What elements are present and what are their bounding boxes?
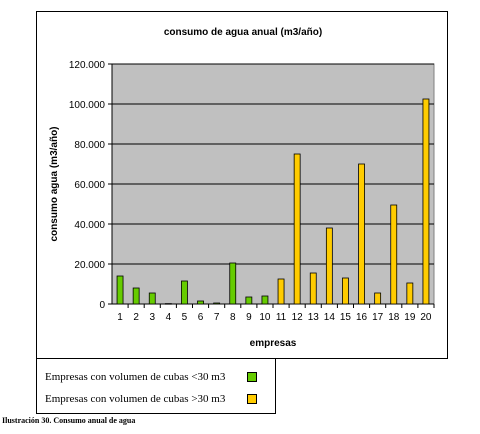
bar [197,300,204,305]
bar [358,163,365,305]
bar [116,275,124,305]
x-tick-label: 11 [276,312,287,323]
bar [342,277,349,305]
bar-chart: 0 20.000 40.000 60.000 80.000 100.000 120.000 1… [49,27,435,349]
bar [390,204,398,305]
chart-frame: 0 20.000 40.000 60.000 80.000 100.000 120.000 1… [36,11,448,359]
bar [245,296,253,305]
y-tick-label: 100.000 [69,100,106,111]
bar [277,278,285,305]
bar [293,153,301,305]
y-tick-label: 60.000 [74,180,105,191]
y-tick-label: 80.000 [74,140,105,151]
legend-swatch-lt30 [247,372,257,382]
x-tick-label: 6 [198,312,204,323]
bar [261,295,269,305]
chart-title: consumo de agua anual (m3/año) [164,27,322,38]
x-tick-label: 3 [149,312,155,323]
x-tick-label: 7 [214,312,220,323]
bar [406,282,414,305]
x-tick-label: 16 [356,312,368,323]
bar [309,272,317,305]
figure-caption: Ilustración 30. Consumo anual de agua [2,416,136,425]
x-tick-label: 12 [292,312,304,323]
x-tick-label: 14 [324,312,336,323]
x-tick-label: 15 [340,312,352,323]
x-tick-label: 4 [166,312,172,323]
bar [374,292,382,305]
x-tick-label: 20 [420,312,432,323]
y-tick-label: 20.000 [74,260,105,271]
y-tick-label: 40.000 [74,220,105,231]
legend-label-gt30: Empresas con volumen de cubas >30 m3 [45,393,226,405]
x-tick-label: 19 [404,312,416,323]
chart-legend: Empresas con volumen de cubas <30 m3 Emp… [36,358,276,414]
bar [213,302,221,305]
x-tick-label: 1 [117,312,123,323]
bar [325,227,333,305]
x-tick-label: 2 [133,312,139,323]
legend-label-lt30: Empresas con volumen de cubas <30 m3 [45,371,226,383]
bar [148,292,156,305]
y-tick-label: 0 [99,300,105,311]
bar [422,98,430,305]
x-tick-label: 13 [308,312,320,323]
bar [181,280,188,305]
x-tick-label: 17 [372,312,384,323]
bar [164,303,172,305]
legend-swatch-gt30 [247,394,257,404]
legend-item-lt30: Empresas con volumen de cubas <30 m3 [45,371,225,383]
legend-item-gt30: Empresas con volumen de cubas >30 m3 [45,393,225,405]
x-tick-label: 8 [230,312,236,323]
y-axis-label: consumo agua (m3/año) [49,126,60,241]
y-tick-label: 120.000 [69,60,106,71]
x-axis-label: empresas [250,338,297,349]
x-tick-label: 5 [182,312,188,323]
x-tick-label: 10 [259,312,271,323]
bar [229,262,237,305]
bar [132,287,140,305]
x-tick-label: 9 [246,312,252,323]
x-tick-label: 18 [388,312,400,323]
